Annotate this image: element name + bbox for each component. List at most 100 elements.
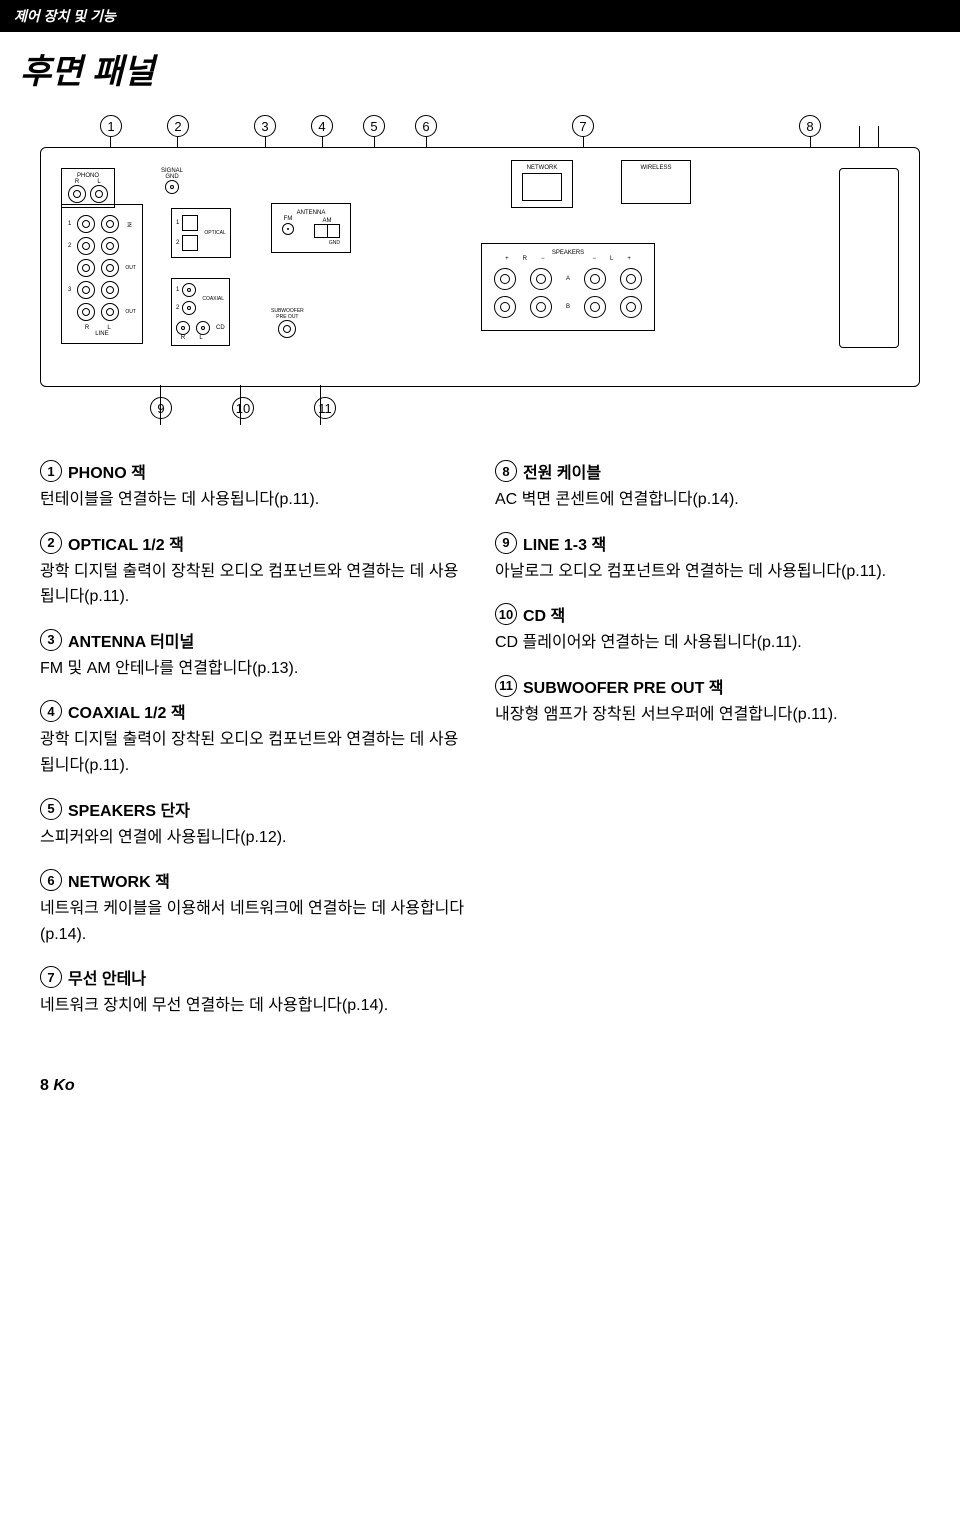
item-number: 9 [495,532,517,554]
item-title: 3 ANTENNA 터미널 [40,628,465,652]
description-item: 10 CD 잭 CD 플레이어와 연결하는 데 사용됩니다(p.11). [495,602,920,656]
cable-stub [859,126,879,148]
line2-in-l [101,237,119,255]
leader [320,385,321,425]
item-number: 11 [495,675,517,697]
item-title-text: COAXIAL 1/2 잭 [68,699,186,723]
line2-in-r [77,237,95,255]
item-description: 아날로그 오디오 컴포넌트와 연결하는 데 사용됩니다(p.11). [495,559,920,585]
page-lang: Ko [53,1077,74,1094]
line3-out-l [101,303,119,321]
item-title-text: NETWORK 잭 [68,868,170,892]
item-description: 광학 디지털 출력이 장착된 오디오 컴포넌트와 연결하는 데 사용됩니다(p.… [40,559,465,610]
line3-in-r [77,281,95,299]
spk-b-l-neg [584,296,606,318]
optical-2 [182,235,198,251]
item-number: 5 [40,798,62,820]
item-title-text: SUBWOOFER PRE OUT 잭 [523,674,724,698]
item-title-text: SPEAKERS 단자 [68,797,190,821]
line2-out-l [101,259,119,277]
line2-out-r [77,259,95,277]
spk-a-l-pos [620,268,642,290]
item-title: 2 OPTICAL 1/2 잭 [40,531,465,555]
spk-b-r-pos [494,296,516,318]
callout-10: 10 [232,397,254,419]
callout-2: 2 [167,115,189,137]
item-title: 10 CD 잭 [495,602,920,626]
header-bar: 제어 장치 및 기능 [0,0,960,32]
item-description: 네트워크 케이블을 이용해서 네트워크에 연결하는 데 사용합니다(p.14). [40,896,465,947]
item-title-text: LINE 1-3 잭 [523,531,606,555]
cd-l [196,321,210,335]
page-footer: 8 Ko [0,1057,115,1115]
page-number: 8 [40,1077,49,1094]
antenna-section: ANTENNA FM AM GND [271,203,351,253]
item-description: 광학 디지털 출력이 장착된 오디오 컴포넌트와 연결하는 데 사용됩니다(p.… [40,727,465,778]
item-description: 턴테이블을 연결하는 데 사용됩니다(p.11). [40,487,465,513]
callouts-top: 1 2 3 4 5 6 7 8 [40,115,920,137]
line3-in-l [101,281,119,299]
callout-7: 7 [572,115,594,137]
item-number: 2 [40,532,62,554]
item-title-text: OPTICAL 1/2 잭 [68,531,184,555]
callouts-bottom: 9 10 11 [40,397,920,419]
item-title: 1PHONO 잭 [40,459,465,483]
item-description: 스피커와의 연결에 사용됩니다(p.12). [40,825,465,851]
phono-section: PHONO R L [61,168,115,208]
item-title: 4COAXIAL 1/2 잭 [40,699,465,723]
line3-out-r [77,303,95,321]
description-item: 11 SUBWOOFER PRE OUT 잭내장형 앰프가 장착된 서브우퍼에 연… [495,674,920,728]
item-number: 3 [40,629,62,651]
am-terminal [314,224,340,238]
spk-b-l-pos [620,296,642,318]
item-title: 9 LINE 1-3 잭 [495,531,920,555]
item-title-text: CD 잭 [523,602,565,626]
description-item: 6 NETWORK 잭네트워크 케이블을 이용해서 네트워크에 연결하는 데 사용… [40,868,465,947]
item-number: 10 [495,603,517,625]
network-section: NETWORK [511,160,573,208]
diagram: 1 2 3 4 5 6 7 8 PHONO R L SIGNA [40,115,920,419]
spk-a-l-neg [584,268,606,290]
leader [160,385,161,425]
description-item: 9 LINE 1-3 잭아날로그 오디오 컴포넌트와 연결하는 데 사용됩니다(p… [495,531,920,585]
rear-panel: PHONO R L SIGNAL GND 1 IN 2 [40,147,920,387]
description-item: 4COAXIAL 1/2 잭광학 디지털 출력이 장착된 오디오 컴포넌트와 연… [40,699,465,778]
spk-a-r-neg [530,268,552,290]
item-title-text: ANTENNA 터미널 [68,628,194,652]
gnd-terminal [165,180,179,194]
item-title: 7무선 안테나 [40,965,465,989]
spk-b-r-neg [530,296,552,318]
signal-gnd: SIGNAL GND [161,168,183,199]
leader [240,385,241,425]
callout-1: 1 [100,115,122,137]
content-columns: 1PHONO 잭턴테이블을 연결하는 데 사용됩니다(p.11). 2 OPTICA… [0,439,960,1057]
item-title-text: 무선 안테나 [68,965,146,989]
page-title: 후면 패널 [0,32,960,105]
phono-jack-r [68,185,86,203]
callout-8: 8 [799,115,821,137]
subwoofer-section: SUBWOOFER PRE OUT [271,308,304,343]
callout-11: 11 [314,397,336,419]
item-number: 6 [40,869,62,891]
callout-4: 4 [311,115,333,137]
callout-9: 9 [150,397,172,419]
callout-5: 5 [363,115,385,137]
item-title: 6 NETWORK 잭 [40,868,465,892]
line1-l [101,215,119,233]
coax-1 [182,283,196,297]
item-number: 8 [495,460,517,482]
cable-strain-relief [839,168,899,348]
speakers-section: SPEAKERS + R − − L + A B [481,243,655,331]
item-description: FM 및 AM 안테나를 연결합니다(p.13). [40,656,465,682]
item-description: CD 플레이어와 연결하는 데 사용됩니다(p.11). [495,630,920,656]
item-title-text: 전원 케이블 [523,459,601,483]
item-title: 8 전원 케이블 [495,459,920,483]
callout-6: 6 [415,115,437,137]
item-description: 내장형 앰프가 장착된 서브우퍼에 연결합니다(p.11). [495,702,920,728]
cd-r [176,321,190,335]
optical-1 [182,215,198,231]
coax-2 [182,301,196,315]
line-section: 1 IN 2 2 OUT 3 3 [61,204,143,344]
line1-r [77,215,95,233]
item-description: AC 벽면 콘센트에 연결합니다(p.14). [495,487,920,513]
